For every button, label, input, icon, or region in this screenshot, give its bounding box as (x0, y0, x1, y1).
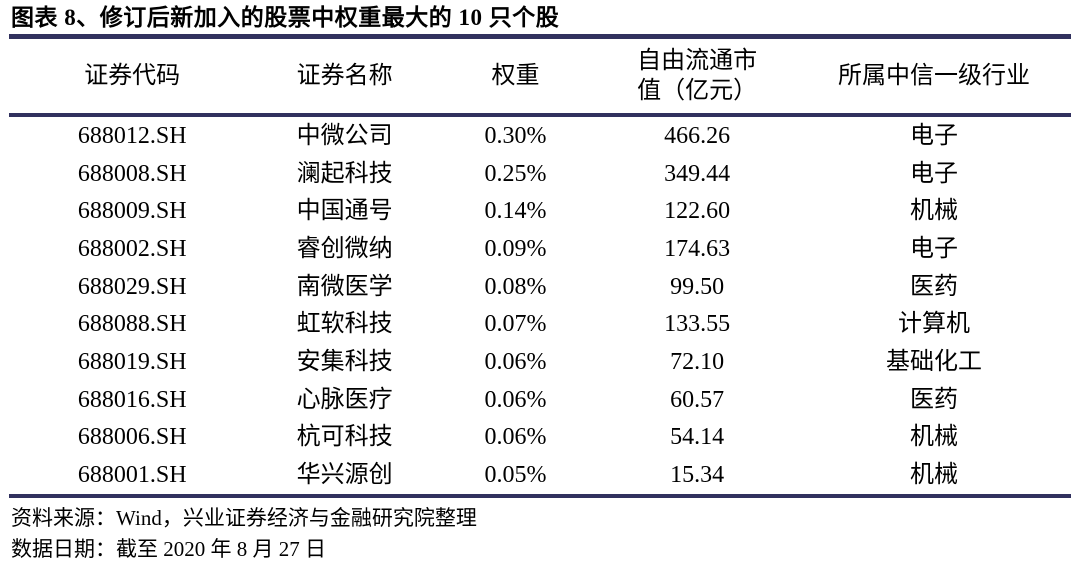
cell-mcap: 122.60 (664, 198, 731, 225)
cell-mcap: 133.55 (664, 311, 731, 338)
cell-weight: 0.05% (484, 462, 547, 489)
figure-title: 图表 8、修订后新加入的股票中权重最大的 10 只个股 (11, 5, 560, 30)
table-row: 688016.SH 心脉医疗 0.06% 60.57 医药 (9, 381, 1071, 419)
figure-footer: 资料来源：Wind，兴业证券经济与金融研究院整理 数据日期：截至 2020 年 … (9, 498, 1071, 565)
cell-code: 688012.SH (77, 122, 187, 149)
cell-name: 杭可科技 (296, 424, 393, 451)
table-row: 688009.SH 中国通号 0.14% 122.60 机械 (9, 192, 1071, 230)
source-note: 资料来源：Wind，兴业证券经济与金融研究院整理 (11, 505, 477, 530)
cell-weight: 0.25% (484, 160, 547, 187)
table-header-row: 证券代码 证券名称 权重 自由流通市 值（亿元） 所属中信一级行业 (9, 39, 1071, 113)
cell-weight: 0.07% (484, 311, 547, 338)
cell-name: 虹软科技 (296, 311, 393, 338)
cell-weight: 0.06% (484, 424, 547, 451)
cell-code: 688008.SH (77, 160, 187, 187)
cell-mcap: 54.14 (670, 424, 725, 451)
table-row: 688001.SH 华兴源创 0.05% 15.34 机械 (9, 456, 1071, 494)
cell-code: 688016.SH (77, 386, 187, 413)
cell-mcap: 466.26 (664, 122, 731, 149)
cell-weight: 0.06% (484, 348, 547, 375)
cell-weight: 0.30% (484, 122, 547, 149)
cell-mcap: 99.50 (670, 273, 725, 300)
cell-industry: 电子 (909, 160, 958, 187)
cell-mcap: 174.63 (664, 235, 731, 262)
stock-table: 证券代码 证券名称 权重 自由流通市 值（亿元） 所属中信一级行业 688012… (9, 39, 1071, 498)
cell-name: 澜起科技 (296, 160, 393, 187)
cell-name: 华兴源创 (296, 462, 393, 489)
cell-weight: 0.14% (484, 198, 547, 225)
cell-weight: 0.09% (484, 235, 547, 262)
cell-industry: 电子 (909, 235, 958, 262)
date-note: 数据日期：截至 2020 年 8 月 27 日 (11, 536, 326, 561)
cell-mcap: 60.57 (670, 386, 725, 413)
title-rule (9, 34, 1071, 39)
header-code: 证券代码 (84, 63, 181, 89)
cell-industry: 机械 (909, 198, 958, 225)
cell-code: 688006.SH (77, 424, 187, 451)
cell-weight: 0.06% (484, 386, 547, 413)
table-row: 688088.SH 虹软科技 0.07% 133.55 计算机 (9, 305, 1071, 343)
cell-name: 睿创微纳 (296, 235, 393, 262)
table-row: 688012.SH 中微公司 0.30% 466.26 电子 (9, 117, 1071, 155)
table-row: 688006.SH 杭可科技 0.06% 54.14 机械 (9, 419, 1071, 457)
cell-name: 心脉医疗 (296, 386, 393, 413)
table-row: 688008.SH 澜起科技 0.25% 349.44 电子 (9, 155, 1071, 193)
table-row: 688029.SH 南微医学 0.08% 99.50 医药 (9, 268, 1071, 306)
cell-industry: 计算机 (897, 311, 970, 338)
table-bottom-rule (9, 493, 1071, 498)
cell-weight: 0.08% (484, 273, 547, 300)
header-industry: 所属中信一级行业 (837, 63, 1030, 89)
cell-mcap: 15.34 (670, 462, 725, 489)
cell-industry: 基础化工 (885, 348, 982, 375)
cell-industry: 机械 (909, 462, 958, 489)
cell-code: 688002.SH (77, 235, 187, 262)
header-weight: 权重 (491, 63, 540, 89)
cell-code: 688029.SH (77, 273, 187, 300)
cell-name: 南微医学 (296, 273, 393, 300)
cell-code: 688088.SH (77, 311, 187, 338)
cell-industry: 电子 (909, 122, 958, 149)
header-name: 证券名称 (296, 63, 393, 89)
cell-mcap: 349.44 (664, 160, 731, 187)
table-row: 688019.SH 安集科技 0.06% 72.10 基础化工 (9, 343, 1071, 381)
header-rule (9, 113, 1071, 117)
cell-mcap: 72.10 (670, 348, 725, 375)
header-mcap: 自由流通市 值（亿元） (637, 48, 758, 104)
cell-industry: 医药 (909, 386, 958, 413)
cell-industry: 医药 (909, 273, 958, 300)
cell-code: 688009.SH (77, 198, 187, 225)
table-row: 688002.SH 睿创微纳 0.09% 174.63 电子 (9, 230, 1071, 268)
cell-name: 中国通号 (296, 198, 393, 225)
cell-name: 安集科技 (296, 348, 393, 375)
cell-code: 688019.SH (77, 348, 187, 375)
cell-industry: 机械 (909, 424, 958, 451)
cell-code: 688001.SH (77, 462, 187, 489)
cell-name: 中微公司 (296, 122, 393, 149)
